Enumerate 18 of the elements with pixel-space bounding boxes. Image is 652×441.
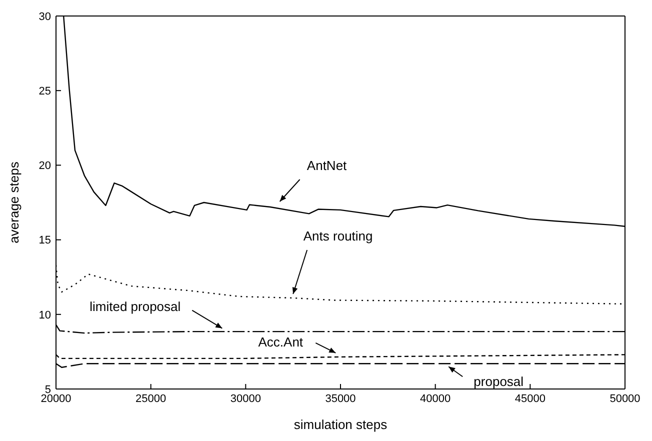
y-tick-label: 20	[38, 160, 51, 172]
y-tick-label: 25	[38, 86, 51, 98]
x-tick-label: 25000	[136, 392, 166, 405]
annotation: limited proposal	[90, 298, 181, 314]
x-axis-title: simulation steps	[294, 417, 388, 432]
annotation: Acc.Ant	[258, 334, 304, 350]
annotation: Ants routing	[303, 228, 373, 244]
x-tick-label: 40000	[420, 392, 451, 405]
x-tick-label: 50000	[610, 392, 640, 405]
y-tick-label: 30	[38, 10, 51, 23]
annotation: AntNet	[306, 158, 348, 173]
y-tick-label: 15	[38, 234, 51, 247]
x-tick-label: 30000	[230, 392, 261, 405]
x-tick-label: 45000	[514, 392, 546, 405]
y-axis-title: average steps	[6, 161, 22, 244]
annotation: proposal	[474, 374, 524, 390]
x-tick-label: 35000	[325, 392, 356, 405]
y-tick-label: 10	[38, 309, 51, 322]
